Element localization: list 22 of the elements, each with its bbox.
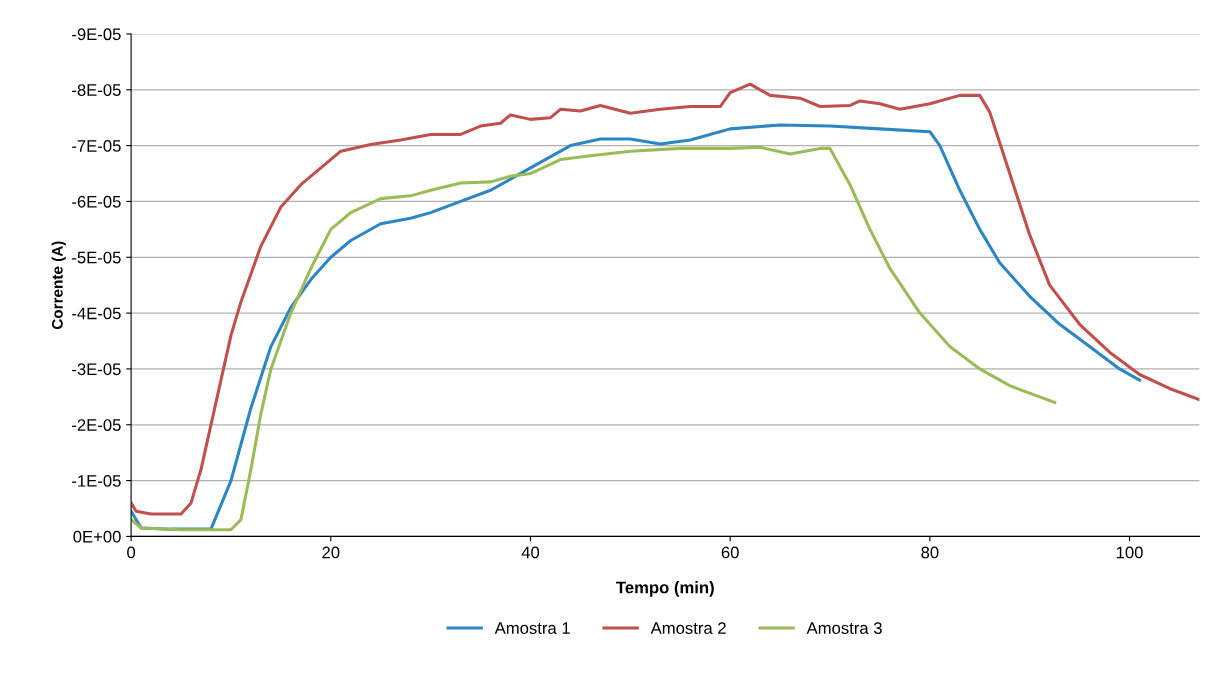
y-tick-label: -8E-05: [72, 84, 121, 96]
y-tick-label: -2E-05: [72, 419, 121, 431]
y-tick-label: 0E+00: [73, 530, 121, 543]
x-axis-title: Tempo (min): [616, 581, 714, 597]
x-tick-label: 40: [521, 546, 540, 559]
y-tick-label: -6E-05: [72, 195, 121, 208]
legend-label: Amostra 3: [806, 622, 882, 634]
x-tick-label: 80: [921, 546, 939, 559]
x-tick-label: 20: [322, 546, 340, 559]
y-tick-label: -1E-05: [72, 474, 121, 487]
x-tick-label: 60: [721, 546, 739, 559]
y-tick-label: -9E-05: [72, 28, 121, 41]
legend-label: Amostra 2: [650, 622, 726, 634]
line-series: [131, 82, 1200, 516]
y-tick-label: -3E-05: [72, 363, 121, 376]
y-tick-label: -4E-05: [72, 307, 121, 320]
y-axis-title: Corrente (A): [51, 241, 66, 330]
y-tick-label: -7E-05: [72, 140, 121, 152]
x-tick-label: 0: [127, 546, 136, 559]
x-tick-label: 100: [1116, 546, 1143, 559]
y-tick-label: -5E-05: [72, 251, 121, 264]
legend-label: Amostra 1: [494, 622, 570, 634]
